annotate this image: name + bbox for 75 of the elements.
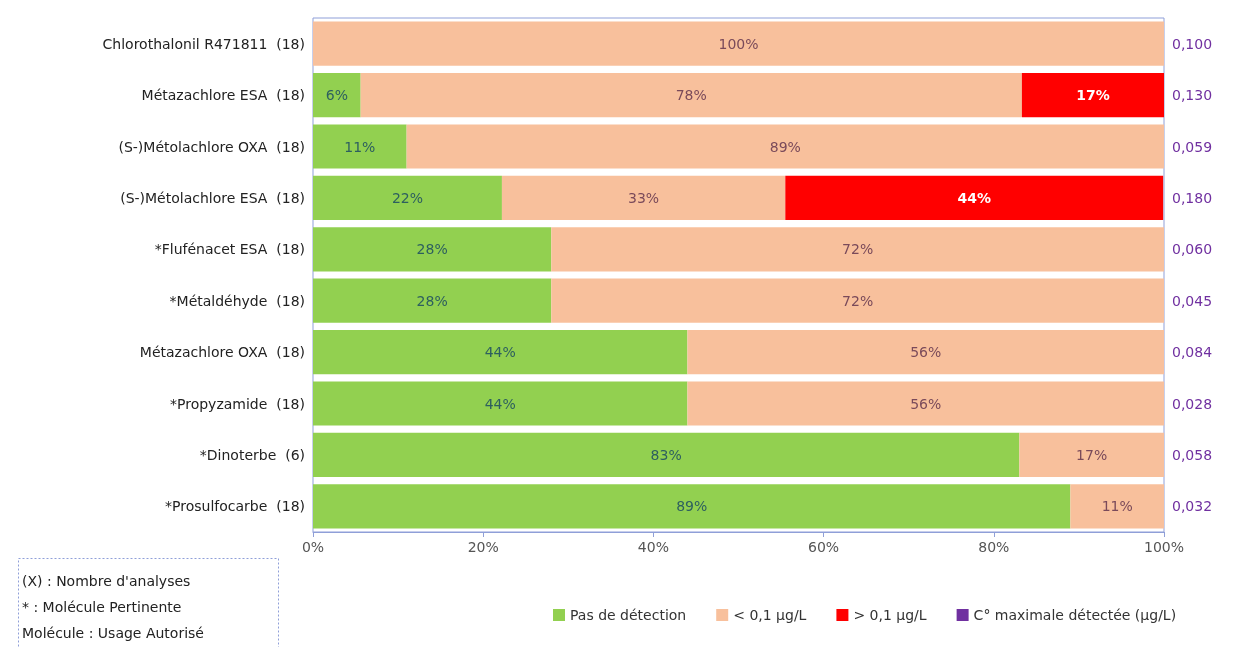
bar	[551, 227, 1164, 272]
legend-label: < 0,1 µg/L	[733, 607, 807, 623]
bar	[1019, 432, 1164, 477]
data-label: 100%	[718, 35, 759, 52]
bar	[313, 432, 1020, 477]
bar	[313, 484, 1071, 529]
y2-tick-label: 0,084	[1172, 344, 1213, 361]
bar	[313, 175, 502, 220]
x-tick-label: 100%	[1143, 539, 1185, 555]
data-label: 28%	[416, 241, 448, 258]
y-tick-label: Métazachlore ESA (18)	[141, 87, 305, 104]
bar	[687, 330, 1164, 375]
y2-tick-label: 0,059	[1172, 138, 1213, 155]
y2-tick-label: 0,058	[1172, 446, 1213, 463]
data-label: 44%	[484, 344, 516, 361]
y-tick-label: *Propyzamide (18)	[170, 395, 305, 412]
data-label: 17%	[1076, 87, 1110, 104]
y-tick-label: Chlorothalonil R471811 (18)	[102, 35, 305, 52]
text: * : Molécule Pertinente	[22, 599, 182, 615]
data-label: 72%	[842, 241, 874, 258]
bar	[785, 175, 1164, 220]
bar	[360, 73, 1022, 118]
legend-label: > 0,1 µg/L	[853, 607, 927, 623]
bar	[313, 73, 361, 118]
x-tick-label: 40%	[637, 539, 669, 555]
y2-tick-label: 0,130	[1172, 87, 1213, 104]
x-tick-label: 0%	[301, 539, 325, 555]
bar	[313, 278, 552, 323]
data-label: 72%	[842, 292, 874, 309]
y-tick-label: *Métaldéhyde (18)	[169, 292, 305, 309]
legend-label: C° maximale détectée (µg/L)	[973, 607, 1177, 623]
data-label: 78%	[675, 87, 707, 104]
y-tick-label: Métazachlore OXA (18)	[139, 344, 305, 361]
y-tick-label: (S-)Métolachlore OXA (18)	[118, 138, 305, 155]
data-label: 28%	[416, 292, 448, 309]
y-tick-label: *Flufénacet ESA (18)	[154, 241, 305, 258]
data-label: 33%	[628, 189, 660, 206]
data-label: 11%	[1101, 498, 1133, 515]
data-label: 44%	[957, 189, 991, 206]
data-label: 22%	[391, 189, 424, 206]
y2-tick-label: 0,060	[1172, 241, 1213, 258]
bar	[313, 330, 688, 375]
y2-tick-label: 0,180	[1172, 189, 1213, 206]
data-label: 17%	[1076, 446, 1108, 463]
bar	[313, 381, 688, 426]
data-label: 56%	[910, 395, 942, 412]
bar	[1070, 484, 1164, 529]
y2-tick-label: 0,045	[1172, 292, 1213, 309]
bar	[313, 124, 407, 169]
bar	[687, 381, 1164, 426]
data-label: 89%	[676, 498, 708, 515]
y2-tick-label: 0,028	[1172, 395, 1213, 412]
bar	[1021, 73, 1164, 118]
x-tick-label: 80%	[978, 539, 1010, 555]
y-tick-label: *Dinoterbe (6)	[199, 446, 305, 463]
bar	[551, 278, 1164, 323]
y2-tick-label: 0,032	[1172, 498, 1213, 515]
y-tick-label: (S-)Métolachlore ESA (18)	[120, 189, 305, 206]
text: (X) : Nombre d'analyses	[22, 573, 191, 589]
y-tick-label: *Prosulfocarbe (18)	[165, 498, 305, 515]
data-label: 11%	[344, 138, 376, 155]
legend-label: Pas de détection	[570, 607, 687, 623]
bar	[313, 21, 1164, 66]
bar	[313, 227, 552, 272]
data-label: 6%	[325, 87, 348, 104]
x-tick-label: 20%	[467, 539, 499, 555]
y2-tick-label: 0,100	[1172, 35, 1213, 52]
data-label: 56%	[910, 344, 942, 361]
text: Molécule : Usage Autorisé	[22, 625, 204, 641]
data-label: 89%	[769, 138, 801, 155]
x-tick-label: 60%	[808, 539, 840, 555]
bar	[501, 175, 786, 220]
data-label: 44%	[484, 395, 516, 412]
data-label: 83%	[650, 446, 682, 463]
bar	[406, 124, 1164, 169]
